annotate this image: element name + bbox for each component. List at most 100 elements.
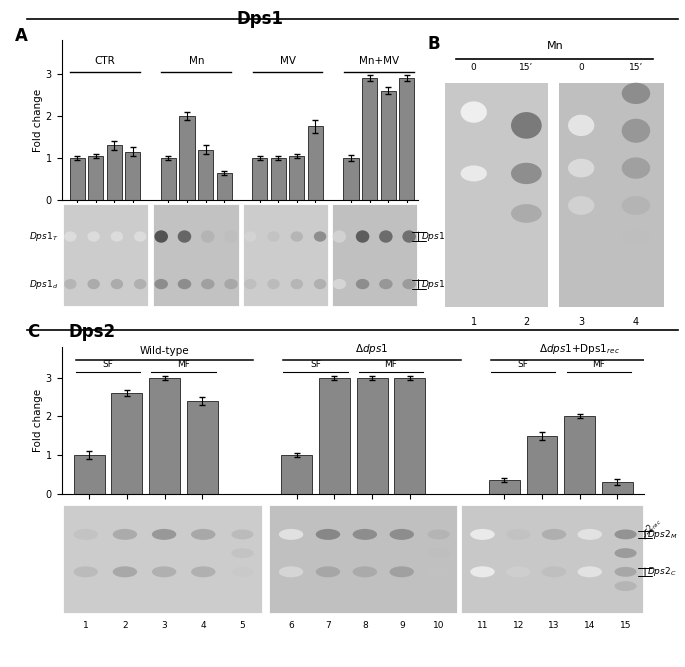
- Ellipse shape: [201, 230, 214, 243]
- Ellipse shape: [460, 101, 487, 123]
- Text: Mn: Mn: [188, 56, 204, 66]
- Ellipse shape: [471, 529, 495, 540]
- Bar: [242, 203, 329, 307]
- Ellipse shape: [614, 581, 636, 591]
- Bar: [125, 151, 140, 200]
- Text: 15: 15: [620, 622, 632, 630]
- Bar: [161, 158, 176, 200]
- Ellipse shape: [577, 566, 602, 578]
- Text: 8: 8: [362, 622, 368, 630]
- Bar: [289, 156, 304, 200]
- Bar: [331, 203, 418, 307]
- Text: $Dps1_d$: $Dps1_d$: [421, 277, 451, 291]
- Bar: [179, 116, 195, 200]
- Ellipse shape: [201, 279, 214, 289]
- Text: MF: MF: [592, 360, 605, 370]
- Ellipse shape: [267, 279, 279, 289]
- Text: 0: 0: [578, 63, 584, 72]
- Ellipse shape: [402, 279, 416, 289]
- Ellipse shape: [152, 529, 176, 540]
- Text: 3: 3: [161, 622, 167, 630]
- Ellipse shape: [511, 112, 542, 139]
- Bar: [216, 173, 232, 200]
- Bar: [395, 378, 425, 494]
- Ellipse shape: [511, 163, 542, 184]
- Bar: [602, 482, 633, 494]
- Text: 0: 0: [471, 63, 477, 72]
- Ellipse shape: [542, 529, 566, 540]
- Ellipse shape: [314, 231, 326, 241]
- Ellipse shape: [622, 83, 650, 104]
- Ellipse shape: [332, 230, 346, 243]
- Ellipse shape: [511, 204, 542, 223]
- Text: 11: 11: [477, 622, 488, 630]
- Ellipse shape: [134, 231, 147, 241]
- Text: Mn: Mn: [547, 41, 563, 51]
- Ellipse shape: [290, 231, 303, 241]
- Ellipse shape: [379, 279, 393, 289]
- Text: $Dps2_{rec}$: $Dps2_{rec}$: [219, 514, 249, 544]
- Ellipse shape: [316, 566, 340, 578]
- Ellipse shape: [88, 231, 100, 241]
- Ellipse shape: [267, 231, 279, 241]
- Ellipse shape: [506, 529, 530, 540]
- Bar: [527, 436, 558, 494]
- Ellipse shape: [88, 279, 100, 289]
- Ellipse shape: [134, 279, 147, 289]
- Ellipse shape: [244, 279, 256, 289]
- Ellipse shape: [568, 196, 595, 215]
- Text: 2: 2: [122, 622, 127, 630]
- Bar: [153, 203, 240, 307]
- Text: $Dps1_d$: $Dps1_d$: [29, 277, 58, 291]
- Ellipse shape: [356, 279, 369, 289]
- Ellipse shape: [244, 231, 256, 241]
- Ellipse shape: [506, 566, 530, 578]
- Text: 1: 1: [83, 622, 88, 630]
- Text: $Dps2_C$: $Dps2_C$: [647, 566, 676, 578]
- Ellipse shape: [390, 566, 414, 578]
- Ellipse shape: [73, 529, 98, 540]
- Ellipse shape: [224, 230, 238, 243]
- Text: 15’: 15’: [629, 63, 643, 72]
- Ellipse shape: [279, 529, 303, 540]
- Bar: [460, 504, 644, 614]
- Ellipse shape: [191, 529, 216, 540]
- Text: 3: 3: [578, 317, 584, 327]
- Ellipse shape: [427, 548, 450, 558]
- Ellipse shape: [316, 529, 340, 540]
- Ellipse shape: [314, 279, 326, 289]
- Text: Dps1: Dps1: [237, 10, 284, 28]
- Bar: [319, 378, 350, 494]
- Ellipse shape: [177, 279, 191, 289]
- Ellipse shape: [622, 229, 650, 245]
- Text: SF: SF: [518, 360, 529, 370]
- Ellipse shape: [542, 566, 566, 578]
- Ellipse shape: [191, 566, 216, 578]
- Ellipse shape: [614, 530, 636, 540]
- Text: $\Delta dps1$: $\Delta dps1$: [356, 342, 389, 356]
- Ellipse shape: [154, 279, 168, 289]
- Ellipse shape: [390, 529, 414, 540]
- Text: 4: 4: [201, 622, 206, 630]
- Bar: [362, 78, 377, 200]
- Ellipse shape: [232, 567, 253, 577]
- Text: 15’: 15’: [519, 63, 534, 72]
- Text: MF: MF: [177, 360, 190, 370]
- Bar: [69, 158, 85, 200]
- Ellipse shape: [113, 566, 137, 578]
- Ellipse shape: [427, 530, 450, 540]
- Bar: [187, 401, 218, 494]
- Ellipse shape: [64, 231, 77, 241]
- Bar: [489, 480, 520, 494]
- Text: 9: 9: [399, 622, 405, 630]
- Text: 14: 14: [584, 622, 595, 630]
- Ellipse shape: [622, 157, 650, 179]
- Ellipse shape: [177, 230, 191, 243]
- Text: SF: SF: [310, 360, 321, 370]
- Ellipse shape: [427, 567, 450, 577]
- Text: $Dps1_T$: $Dps1_T$: [421, 230, 451, 243]
- Ellipse shape: [111, 279, 123, 289]
- Bar: [107, 145, 122, 200]
- Ellipse shape: [622, 196, 650, 215]
- Text: SF: SF: [103, 360, 114, 370]
